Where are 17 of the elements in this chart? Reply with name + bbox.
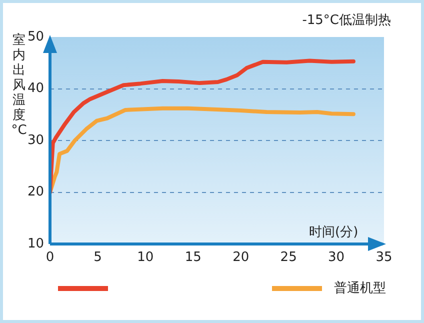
y-axis-title: 室内出风温度°C	[11, 33, 27, 138]
x-tick-label: 35	[376, 250, 392, 266]
x-tick-label: 20	[232, 250, 250, 266]
x-tick-label: 0	[46, 250, 54, 266]
y-tick-label: 50	[27, 29, 44, 44]
y-tick-label: 10	[27, 236, 44, 252]
y-tick-label: 30	[27, 132, 44, 148]
chart-title: -15°C低温制热	[302, 12, 391, 29]
x-tick-label: 5	[94, 250, 102, 266]
x-tick-label: 15	[184, 250, 202, 266]
x-tick-label: 30	[328, 250, 345, 266]
x-tick-label: 25	[280, 250, 297, 266]
y-tick-label: 20	[27, 184, 44, 200]
legend-label: 普通机型	[334, 280, 386, 297]
y-tick-label: 40	[27, 81, 44, 96]
x-axis-title: 时间(分)	[309, 224, 358, 241]
x-tick-label: 10	[137, 250, 154, 266]
